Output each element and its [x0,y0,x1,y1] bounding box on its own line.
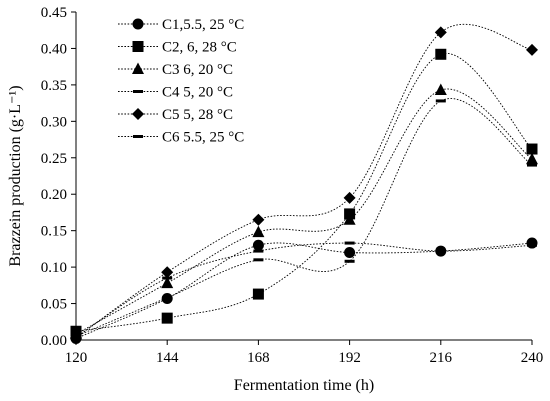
legend-item-1: C1,5.5, 25 °C [118,17,244,33]
y-tick-label: 0.25 [41,151,67,167]
legend-label: C3 6, 20 °C [162,62,233,78]
series-3-point [161,276,174,289]
series-4-point [527,163,537,167]
series-3-point [526,152,538,165]
series-5-point [343,191,356,204]
y-axis-title: Brazzein production (g·L⁻¹) [7,85,24,266]
series-5-point [161,266,174,279]
series-2-point [252,288,264,300]
series-4-point [435,99,446,103]
legend-item-6: C6 5.5, 25 °C [118,130,244,146]
legend-swatch-marker [132,108,144,120]
series-2-point [435,48,447,60]
series-6-point [344,241,355,245]
series-6-point [162,276,173,280]
series-5-point [526,43,538,56]
y-tick-label: 0.10 [41,260,67,276]
legend-label: C4 5, 20 °C [162,85,233,101]
series-3 [70,83,538,340]
legend-swatch-marker [133,90,143,93]
series-4-point [344,259,355,263]
series-layer [70,24,538,345]
y-tick-label: 0.30 [41,114,67,130]
x-tick-label: 240 [521,350,544,366]
legend-swatch-marker [132,62,144,74]
x-tick-label: 168 [247,350,270,366]
series-2-point [526,143,538,155]
series-5-point [434,26,447,39]
series-1-point [252,239,264,251]
series-3-point [434,83,447,95]
x-tick-label: 144 [156,350,179,366]
legend-label: C1,5.5, 25 °C [162,17,244,33]
y-tick-label: 0.40 [41,41,67,57]
y-tick-label: 0.15 [41,224,67,240]
y-tick-label: 0.35 [41,78,67,94]
legend-swatch-marker [133,135,143,138]
series-1 [70,237,538,345]
x-tick-label: 192 [338,350,361,366]
x-axis-title: Fermentation time (h) [234,377,374,394]
legend-label: C6 5.5, 25 °C [162,130,244,146]
series-1-point [344,247,356,259]
series-6-point [253,249,264,253]
legend-item-2: C2, 6, 28 °C [118,40,237,56]
series-4-point [162,296,173,300]
series-4-point [253,258,264,262]
y-tick-label: 0.45 [41,5,67,21]
legend-label: C5 5, 28 °C [162,107,233,123]
y-tick-label: 0.20 [41,187,67,203]
legend-item-4: C4 5, 20 °C [118,85,233,101]
series-1-line [75,242,533,339]
legend-item-5: C5 5, 28 °C [118,107,233,123]
series-2-point [161,312,173,324]
series-4-line [75,98,533,337]
y-tick-label: 0.05 [41,297,67,313]
series-6-point [527,243,537,247]
legend-swatch-marker [132,18,144,30]
x-tick-label: 120 [65,350,88,366]
series-3-line [75,88,533,335]
series-5-point [252,213,265,226]
series-3-point [252,225,265,238]
legend-item-3: C3 6, 20 °C [118,62,233,78]
series-6-point [435,249,446,253]
x-tick-label: 216 [430,350,453,366]
series-6 [71,241,537,339]
series-1-point [526,237,538,249]
series-6-line [75,242,533,338]
x-axis-ticks: 120 144 168 192 216 240 [65,340,544,366]
series-6-point [71,335,81,339]
legend-swatch-marker [132,41,144,52]
y-axis-ticks: 0.00 0.05 0.10 0.15 0.20 0.25 0.30 0.35 0.40 0.45 [41,5,76,349]
y-tick-label: 0.00 [41,333,67,349]
series-2-line [75,53,533,332]
series-5-line [75,24,533,339]
series-4 [71,98,537,338]
series-3-point [343,213,356,225]
legend-label: C2, 6, 28 °C [162,40,237,56]
legend: C1,5.5, 25 °C C2, 6, 28 °C C3 6, 20 °C C4 5… [118,17,244,146]
